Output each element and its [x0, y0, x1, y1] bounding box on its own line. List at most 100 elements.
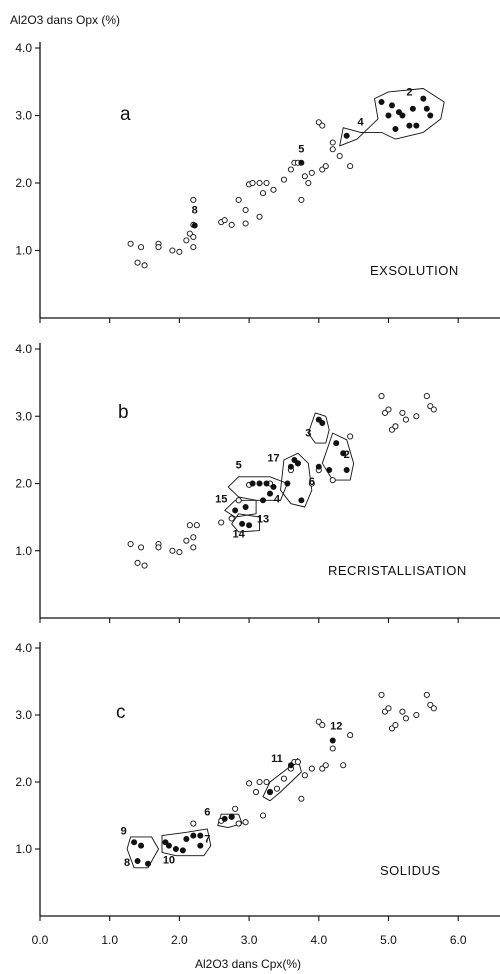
group-label: 6 — [309, 476, 315, 488]
open-data-point — [127, 240, 134, 247]
open-data-point — [235, 497, 242, 504]
filled-data-point — [392, 126, 399, 133]
filled-data-point — [340, 450, 347, 457]
open-data-point — [256, 179, 263, 187]
x-axis-title: Al2O3 dans Cpx(%) — [195, 957, 301, 971]
filled-data-point — [270, 483, 277, 490]
filled-data-point — [287, 463, 294, 470]
group-outline — [231, 513, 260, 533]
y-tick-label: 2.0 — [15, 775, 32, 789]
open-data-point — [193, 522, 200, 529]
group-label: 15 — [215, 493, 227, 505]
open-data-point — [256, 778, 263, 786]
open-data-point — [329, 477, 336, 484]
y-tick-label: 2.0 — [15, 176, 32, 190]
filled-data-point — [232, 507, 239, 514]
filled-data-point — [239, 520, 246, 527]
open-data-point — [301, 173, 308, 180]
x-tick-label: 2.0 — [171, 933, 188, 947]
group-outline — [227, 476, 288, 501]
filled-data-point — [294, 460, 301, 467]
open-data-point — [399, 409, 406, 416]
filled-data-point — [145, 860, 152, 867]
filled-data-point — [343, 132, 350, 139]
group-outline — [339, 88, 445, 147]
filled-data-point — [298, 159, 305, 166]
filled-data-point — [246, 522, 253, 529]
open-data-point — [385, 705, 392, 712]
open-data-point — [246, 780, 253, 787]
group-label: 10 — [163, 855, 175, 867]
filled-data-point — [197, 842, 204, 849]
panel-letter-exsolution: a — [120, 104, 131, 125]
group-label: 4 — [274, 493, 281, 505]
filled-data-point — [378, 99, 385, 106]
panel-letter-recristallisation: b — [118, 402, 129, 423]
open-data-point — [347, 433, 354, 440]
group-outline — [224, 499, 257, 518]
open-data-point — [322, 762, 329, 769]
filled-data-point — [298, 497, 305, 504]
filled-data-point — [221, 815, 228, 822]
open-data-point — [190, 544, 197, 551]
open-data-point — [273, 785, 281, 792]
open-data-point — [235, 196, 242, 203]
y-tick-label: 3.0 — [15, 409, 32, 423]
open-data-point — [218, 519, 225, 526]
open-data-point — [347, 732, 354, 739]
open-data-point — [392, 423, 399, 430]
group-label: 5 — [236, 460, 242, 472]
x-axis-tick-labels: 0.0 1.0 2.0 3.0 4.0 5.0 6.0 — [32, 933, 467, 947]
group-outline — [217, 813, 243, 829]
group-label: 13 — [257, 514, 269, 526]
open-data-point — [305, 179, 312, 187]
open-data-point — [308, 480, 315, 487]
open-data-point — [190, 233, 197, 241]
open-data-point — [190, 534, 197, 541]
filled-data-point — [409, 105, 416, 112]
y-tick-label: 4.0 — [15, 41, 32, 55]
open-data-point — [378, 393, 385, 400]
open-data-point — [423, 691, 430, 698]
group-label: 4 — [358, 117, 365, 129]
open-data-point — [402, 416, 409, 423]
group-label: 3 — [305, 427, 311, 439]
filled-data-point — [319, 419, 326, 426]
open-data-point — [287, 166, 294, 173]
group-label: 17 — [267, 452, 279, 464]
open-data-point — [190, 820, 197, 827]
group-outline — [126, 836, 159, 869]
y-tick-label: 1.0 — [15, 842, 32, 856]
x-tick-label: 6.0 — [450, 933, 467, 947]
open-data-point — [138, 544, 145, 551]
open-data-point — [249, 179, 256, 187]
filled-data-point — [413, 122, 420, 129]
open-data-point — [221, 217, 228, 224]
open-data-point — [228, 221, 235, 228]
filled-data-point — [266, 490, 273, 497]
open-data-point — [176, 549, 183, 556]
x-tick-label: 4.0 — [310, 933, 327, 947]
panel-letter-solidus: c — [116, 702, 126, 723]
group-outline — [307, 412, 330, 444]
group-outline — [280, 452, 313, 508]
filled-data-point — [329, 737, 336, 744]
open-data-point — [155, 544, 162, 551]
open-data-point — [280, 775, 287, 782]
filled-data-point — [333, 440, 340, 447]
open-data-point — [298, 795, 305, 802]
filled-data-point — [249, 480, 256, 487]
filled-data-point — [427, 112, 434, 119]
group-outline — [262, 758, 302, 802]
open-data-point — [256, 213, 263, 220]
open-data-point — [270, 186, 277, 193]
panel-name-solidus: SOLIDUS — [380, 863, 441, 878]
filled-data-point — [423, 105, 430, 112]
open-data-point — [127, 540, 134, 548]
filled-data-point — [165, 842, 172, 849]
filled-data-point — [420, 95, 427, 102]
open-data-point — [263, 778, 270, 786]
open-data-point — [319, 122, 326, 129]
open-data-point — [329, 146, 336, 153]
open-data-point — [183, 237, 190, 244]
